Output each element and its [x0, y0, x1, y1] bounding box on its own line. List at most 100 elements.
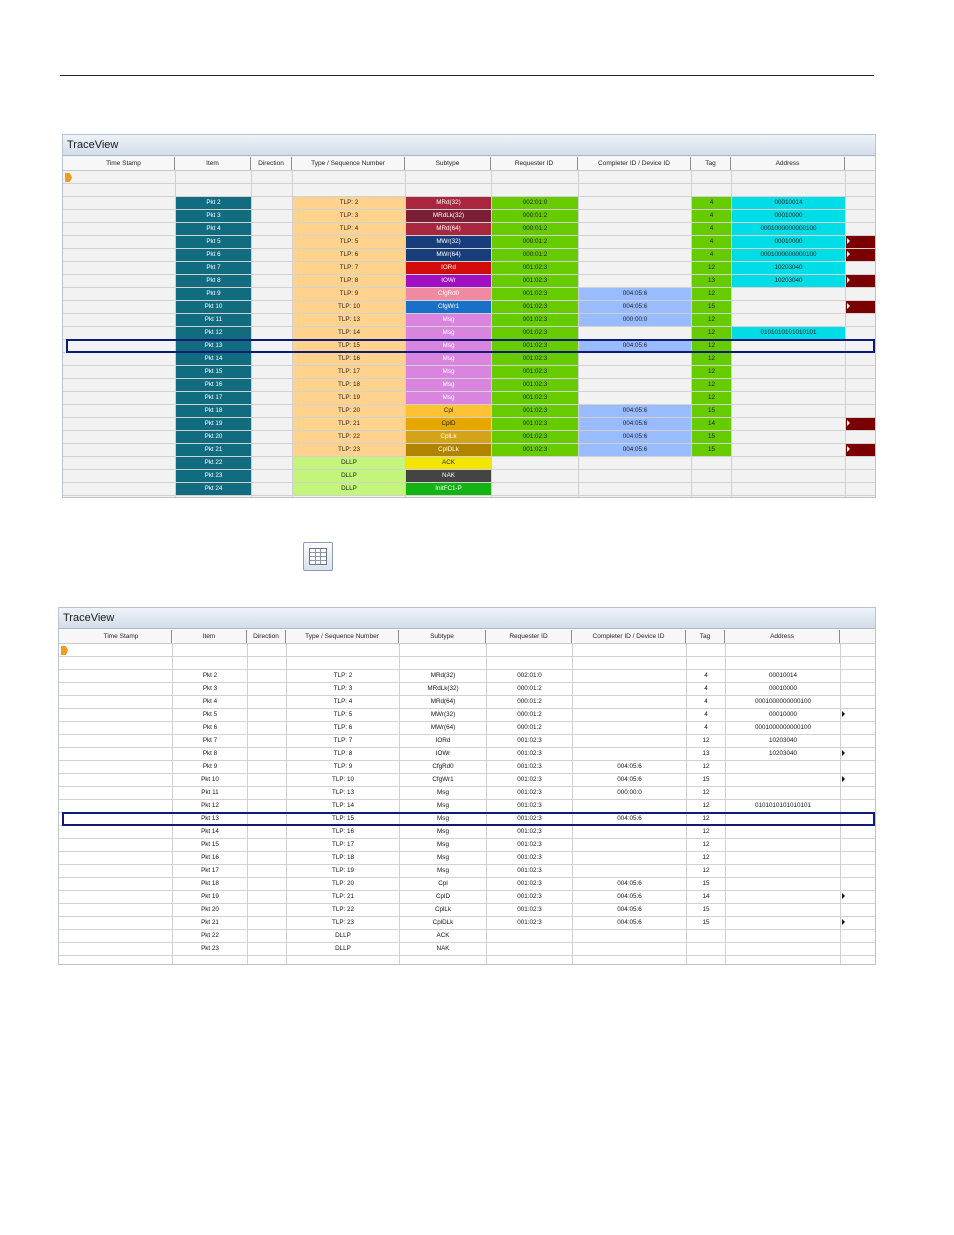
table-row[interactable]: Pkt 16 TLP: 18 Msg 001:02:3 12	[59, 852, 875, 865]
flag-arrow-icon[interactable]	[846, 249, 875, 261]
header-col-tag[interactable]: Tag	[691, 157, 731, 170]
cell-tag: 12	[692, 392, 731, 404]
cell-tag: 12	[702, 828, 710, 835]
table-row[interactable]: Pkt 2 TLP: 2 MRd(32) 002:01:0 4 00010014	[59, 670, 875, 683]
table-row[interactable]: Pkt 11 TLP: 13 Msg 001:02:3 000:00:0 12	[63, 314, 875, 327]
table-row[interactable]: Pkt 2 TLP: 2 MRd(32) 002:01:0 4 00010014	[63, 197, 875, 210]
header-col-address[interactable]: Address	[731, 157, 845, 170]
table-row[interactable]: Pkt 13 TLP: 15 Msg 001:02:3 004:05:6 12	[59, 813, 875, 826]
flag-arrow-icon[interactable]	[846, 301, 875, 313]
cell-type: TLP: 14	[293, 327, 405, 339]
table-row[interactable]: Pkt 6 TLP: 6 MWr(64) 000:01:2 4 0001000000000…	[63, 249, 875, 262]
column-gridline	[725, 644, 726, 964]
table-row[interactable]: Pkt 5 TLP: 5 MWr(32) 000:01:2 4 00010000	[59, 709, 875, 722]
table-row-empty[interactable]	[59, 644, 875, 657]
table-row[interactable]: Pkt 19 TLP: 21 CplD 001:02:3 004:05:6 14	[63, 418, 875, 431]
flag-arrow-icon[interactable]	[846, 275, 875, 287]
header-col-requester-id[interactable]: Requester ID	[486, 630, 572, 643]
header-col-time-stamp[interactable]: Time Stamp	[73, 157, 175, 170]
cell-tag: 12	[692, 314, 731, 326]
cell-item: Pkt 13	[201, 815, 219, 822]
trigger-marker-icon[interactable]	[61, 646, 68, 655]
cell-type: TLP: 10	[293, 301, 405, 313]
table-row[interactable]: Pkt 22 DLLP ACK	[59, 930, 875, 943]
table-row[interactable]: Pkt 19 TLP: 21 CplD 001:02:3 004:05:6 14	[59, 891, 875, 904]
table-row[interactable]: Pkt 6 TLP: 6 MWr(64) 000:01:2 4 0001000000000…	[59, 722, 875, 735]
table-row[interactable]: Pkt 18 TLP: 20 Cpl 001:02:3 004:05:6 15	[59, 878, 875, 891]
table-row[interactable]: Pkt 16 TLP: 18 Msg 001:02:3 12	[63, 379, 875, 392]
table-row[interactable]: Pkt 3 TLP: 3 MRdLk(32) 000:01:2 4 00010000	[63, 210, 875, 223]
header-col-direction[interactable]: Direction	[247, 630, 286, 643]
table-row[interactable]: Pkt 17 TLP: 19 Msg 001:02:3 12	[63, 392, 875, 405]
trigger-marker-icon[interactable]	[65, 173, 72, 182]
table-row-empty[interactable]	[59, 657, 875, 670]
table-row[interactable]: Pkt 21 TLP: 23 CplDLk 001:02:3 004:05:6 15	[59, 917, 875, 930]
flag-arrow-icon[interactable]	[842, 711, 845, 717]
table-row[interactable]: Pkt 7 TLP: 7 IORd 001:02:3 12 10203040	[63, 262, 875, 275]
flag-arrow-icon[interactable]	[846, 418, 875, 430]
table-row[interactable]: Pkt 18 TLP: 20 Cpl 001:02:3 004:05:6 15	[63, 405, 875, 418]
header-col-address[interactable]: Address	[725, 630, 840, 643]
header-col-completer-id[interactable]: Completer ID / Device ID	[578, 157, 691, 170]
table-row[interactable]: Pkt 10 TLP: 10 CfgWr1 001:02:3 004:05:6 15	[59, 774, 875, 787]
flag-arrow-icon[interactable]	[846, 236, 875, 248]
cell-tag: 4	[704, 711, 708, 718]
cell-address: 00010000	[768, 711, 798, 718]
table-row[interactable]: Pkt 20 TLP: 22 CplLk 001:02:3 004:05:6 15	[59, 904, 875, 917]
cell-tag: 12	[702, 763, 710, 770]
table-row[interactable]: Pkt 9 TLP: 9 CfgRd0 001:02:3 004:05:6 12	[59, 761, 875, 774]
table-row[interactable]: Pkt 8 TLP: 8 IOWr 001:02:3 13 10203040	[63, 275, 875, 288]
table-row[interactable]: Pkt 22 DLLP ACK	[63, 457, 875, 470]
header-col-tag[interactable]: Tag	[686, 630, 725, 643]
table-row[interactable]: Pkt 7 TLP: 7 IORd 001:02:3 12 10203040	[59, 735, 875, 748]
table-row[interactable]: Pkt 14 TLP: 16 Msg 001:02:3 12	[59, 826, 875, 839]
header-col-item[interactable]: Item	[172, 630, 247, 643]
column-gridline	[691, 171, 692, 497]
flag-arrow-icon[interactable]	[846, 444, 875, 456]
cell-tag: 12	[692, 366, 731, 378]
table-row[interactable]: Pkt 4 TLP: 4 MRd(64) 000:01:2 4 0001000000000…	[59, 696, 875, 709]
header-col-subtype[interactable]: Subtype	[399, 630, 486, 643]
cell-type: TLP: 14	[331, 802, 355, 809]
cell-tag: 12	[692, 327, 731, 339]
table-row[interactable]: Pkt 20 TLP: 22 CplLk 001:02:3 004:05:6 15	[63, 431, 875, 444]
table-row[interactable]: Pkt 21 TLP: 23 CplDLk 001:02:3 004:05:6 15	[63, 444, 875, 457]
table-row[interactable]: Pkt 11 TLP: 13 Msg 001:02:3 000:00:0 12	[59, 787, 875, 800]
cell-type: TLP: 8	[293, 275, 405, 287]
table-row[interactable]: Pkt 13 TLP: 15 Msg 001:02:3 004:05:6 12	[63, 340, 875, 353]
table-row[interactable]: Pkt 3 TLP: 3 MRdLk(32) 000:01:2 4 00010000	[59, 683, 875, 696]
table-row[interactable]: Pkt 10 TLP: 10 CfgWr1 001:02:3 004:05:6 15	[63, 301, 875, 314]
table-row[interactable]: Pkt 4 TLP: 4 MRd(64) 000:01:2 4 0001000000000…	[63, 223, 875, 236]
table-row-empty[interactable]	[63, 184, 875, 197]
table-row[interactable]: Pkt 24 DLLP InitFC1-P	[63, 483, 875, 496]
header-col-type[interactable]: Type / Sequence Number	[292, 157, 405, 170]
header-col-item[interactable]: Item	[175, 157, 251, 170]
cell-requester-id: 001:02:3	[492, 275, 578, 287]
table-row[interactable]: Pkt 15 TLP: 17 Msg 001:02:3 12	[59, 839, 875, 852]
flag-arrow-icon[interactable]	[842, 919, 845, 925]
header-col-completer-id[interactable]: Completer ID / Device ID	[572, 630, 686, 643]
cell-completer-id: 004:05:6	[579, 301, 691, 313]
table-row[interactable]: Pkt 5 TLP: 5 MWr(32) 000:01:2 4 00010000	[63, 236, 875, 249]
flag-arrow-icon[interactable]	[842, 750, 845, 756]
table-row[interactable]: Pkt 23 DLLP NAK	[59, 943, 875, 956]
table-row-empty[interactable]	[63, 171, 875, 184]
table-row[interactable]: Pkt 12 TLP: 14 Msg 001:02:3 12 01010101010101…	[63, 327, 875, 340]
table-row[interactable]: Pkt 14 TLP: 16 Msg 001:02:3 12	[63, 353, 875, 366]
header-col-requester-id[interactable]: Requester ID	[491, 157, 578, 170]
table-row[interactable]: Pkt 9 TLP: 9 CfgRd0 001:02:3 004:05:6 12	[63, 288, 875, 301]
table-view-button[interactable]	[303, 542, 333, 571]
header-col-direction[interactable]: Direction	[251, 157, 292, 170]
header-col-type[interactable]: Type / Sequence Number	[286, 630, 399, 643]
table-row[interactable]: Pkt 12 TLP: 14 Msg 001:02:3 12 01010101010101…	[59, 800, 875, 813]
table-row[interactable]: Pkt 8 TLP: 8 IOWr 001:02:3 13 10203040	[59, 748, 875, 761]
flag-arrow-icon[interactable]	[842, 893, 845, 899]
table-row[interactable]: Pkt 15 TLP: 17 Msg 001:02:3 12	[63, 366, 875, 379]
header-col-time-stamp[interactable]: Time Stamp	[71, 630, 172, 643]
cell-type: TLP: 18	[293, 379, 405, 391]
cell-subtype: NAK	[406, 470, 491, 482]
header-col-subtype[interactable]: Subtype	[405, 157, 491, 170]
flag-arrow-icon[interactable]	[842, 776, 845, 782]
table-row[interactable]: Pkt 23 DLLP NAK	[63, 470, 875, 483]
table-row[interactable]: Pkt 17 TLP: 19 Msg 001:02:3 12	[59, 865, 875, 878]
